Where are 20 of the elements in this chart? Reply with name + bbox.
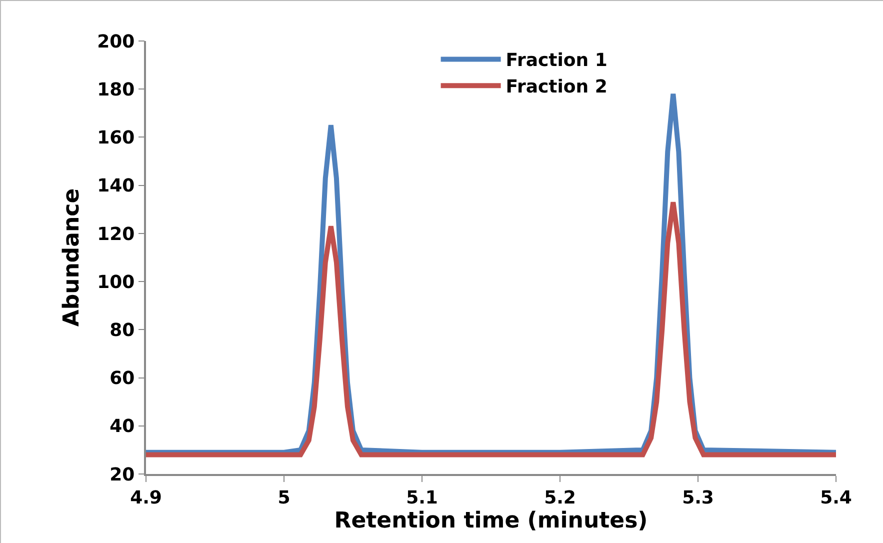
- x-tick-label: 4.9: [130, 487, 162, 508]
- y-tick-label: 140: [97, 176, 135, 197]
- y-tick-label: 120: [97, 224, 135, 245]
- x-tick-label: 5.1: [406, 487, 438, 508]
- y-tick-label: 20: [110, 464, 135, 486]
- y-tick-label: 40: [110, 416, 135, 438]
- y-tick-label: 60: [110, 368, 135, 390]
- y-axis-title: Abundance: [59, 188, 84, 327]
- x-tick-label: 5.2: [544, 487, 576, 508]
- legend-label: Fraction 2: [506, 76, 608, 98]
- x-tick-label: 5.4: [820, 487, 852, 508]
- y-tick-label: 200: [97, 31, 135, 52]
- y-tick-label: 160: [97, 128, 135, 149]
- y-tick-label: 80: [110, 320, 135, 341]
- x-tick-label: 5: [278, 487, 290, 508]
- y-tick-label: 180: [97, 79, 135, 100]
- y-tick-label: 100: [97, 272, 135, 293]
- x-axis-title: Retention time (minutes): [334, 508, 648, 534]
- legend-label: Fraction 1: [506, 50, 608, 72]
- x-tick-label: 5.3: [682, 487, 714, 508]
